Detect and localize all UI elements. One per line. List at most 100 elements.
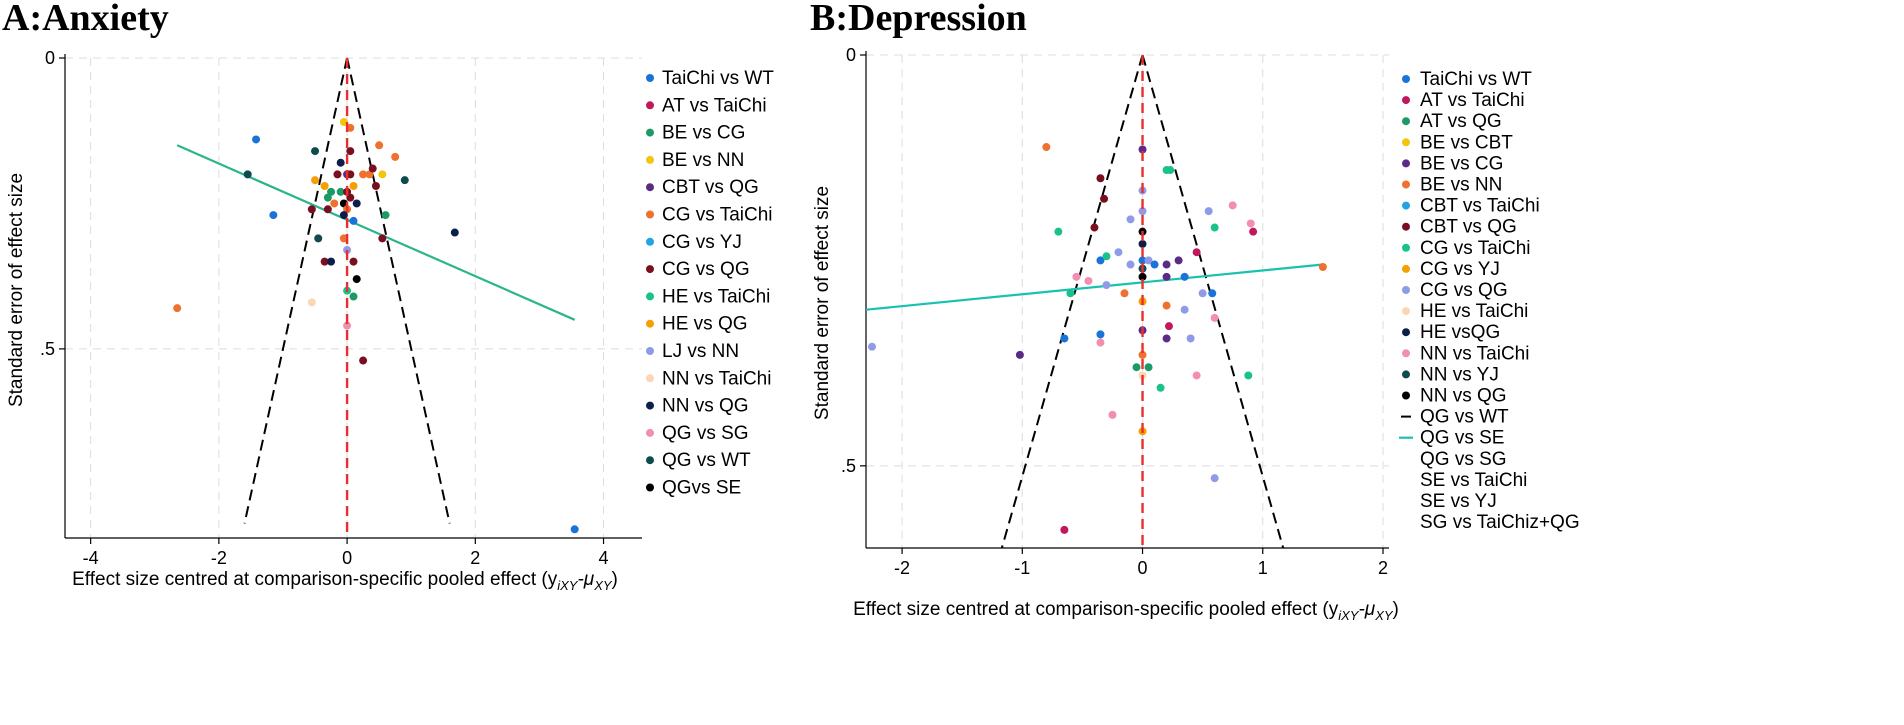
data-point	[1144, 363, 1153, 372]
legend-label: TaiChi vs WT	[662, 68, 774, 89]
data-point	[346, 170, 355, 179]
legend-label: NN vs QG	[1420, 386, 1507, 407]
data-point	[1228, 201, 1237, 210]
legend-marker	[1402, 201, 1410, 210]
data-point	[1150, 260, 1159, 269]
legend-label: AT vs QG	[1420, 111, 1502, 132]
data-point	[1108, 410, 1117, 419]
legend-marker	[1402, 307, 1410, 316]
data-point	[349, 216, 358, 225]
data-point	[375, 141, 384, 150]
legend-label: AT vs TaiChi	[662, 95, 767, 116]
data-point	[1246, 219, 1255, 228]
y-axis-label: Standard error of effect size	[6, 173, 27, 407]
data-point	[1162, 260, 1171, 269]
data-point	[1060, 525, 1069, 534]
legend-label: HE vs QG	[662, 314, 748, 335]
data-point	[1318, 262, 1327, 271]
data-point	[346, 193, 355, 202]
data-point	[1072, 272, 1081, 281]
y-tick-label: 0	[846, 45, 856, 65]
x-tick-label: -1	[1014, 558, 1030, 578]
data-point	[339, 199, 348, 208]
legend-marker	[1402, 328, 1410, 337]
data-point	[339, 211, 348, 220]
data-point	[378, 234, 387, 243]
data-point	[1138, 272, 1147, 281]
data-point	[1126, 215, 1135, 224]
legend-marker	[1402, 96, 1410, 105]
data-point	[327, 187, 336, 196]
data-point	[311, 176, 320, 185]
legend-label: CG vs QG	[662, 259, 750, 280]
legend-marker	[1402, 243, 1410, 252]
data-point	[1054, 227, 1063, 236]
data-point	[343, 321, 352, 330]
legend-label: BE vs CBT	[1420, 132, 1513, 153]
data-point	[320, 182, 329, 190]
legend-label: CG vs TaiChi	[662, 205, 773, 226]
data-point	[1208, 289, 1217, 298]
panel-anxiety: A:Anxiety -4 -2 0 2 4 0 .5 Standard error of eff…	[2, 0, 774, 593]
data-point	[1084, 276, 1093, 285]
data-point	[1180, 272, 1189, 281]
legend-label: SG vs TaiChiz+QG	[1420, 512, 1580, 533]
data-point	[243, 170, 252, 179]
legend-marker	[1402, 349, 1410, 358]
data-point	[1042, 143, 1051, 152]
data-point	[1060, 334, 1069, 343]
x-axis-label: Effect size centred at comparison-specif…	[72, 569, 618, 593]
y-axis-label: Standard error of effect size	[812, 186, 833, 420]
data-point	[1204, 207, 1213, 216]
data-point	[371, 182, 380, 190]
data-point	[381, 211, 390, 220]
legend-label: HE vs TaiChi	[662, 286, 770, 307]
legend-label: CG vs YJ	[662, 232, 742, 253]
legend-label: CBT vs QG	[1420, 217, 1517, 238]
data-point	[1249, 227, 1258, 236]
data-point	[1100, 194, 1109, 203]
data-point	[269, 211, 278, 220]
data-point	[336, 187, 345, 196]
data-point	[1120, 289, 1129, 298]
data-point	[323, 205, 332, 214]
legend-label: NN vs QG	[662, 396, 749, 417]
funnel-right-line	[1141, 54, 1285, 549]
legend-label: BE vs NN	[662, 150, 744, 171]
data-point	[378, 170, 387, 179]
legend-marker	[1402, 391, 1410, 400]
legend-marker	[646, 183, 654, 192]
data-point	[1198, 289, 1207, 298]
data-point	[349, 292, 358, 301]
legend-label: CBT vs TaiChi	[1420, 196, 1540, 217]
data-point	[1162, 334, 1171, 343]
data-point	[1210, 313, 1219, 322]
legend-marker	[1402, 180, 1410, 189]
data-point	[307, 298, 316, 307]
data-point	[327, 257, 336, 266]
data-point	[1162, 272, 1171, 281]
legend-marker	[1402, 264, 1410, 273]
data-point	[1102, 252, 1111, 261]
legend-label: SE vs TaiChi	[1420, 470, 1527, 491]
data-point	[339, 118, 348, 126]
legend-marker	[646, 319, 654, 328]
data-point	[339, 234, 348, 243]
data-point	[1166, 166, 1175, 175]
data-point	[1180, 305, 1189, 314]
data-point	[1114, 248, 1123, 257]
data-point	[1090, 223, 1099, 232]
data-point	[1102, 281, 1111, 290]
legend-label: NN vs TaiChi	[1420, 343, 1529, 364]
x-tick-label: 0	[342, 548, 352, 568]
data-point	[1156, 383, 1165, 392]
legend-label: LJ vs NN	[662, 341, 739, 362]
panel-title: A:Anxiety	[2, 0, 169, 39]
legend-label: QG vs WT	[662, 450, 751, 471]
data-point	[359, 356, 368, 365]
data-point	[1138, 239, 1147, 248]
legend-label: NN vs YJ	[1420, 364, 1499, 385]
data-point	[1138, 207, 1147, 216]
legend-marker	[1402, 117, 1410, 126]
